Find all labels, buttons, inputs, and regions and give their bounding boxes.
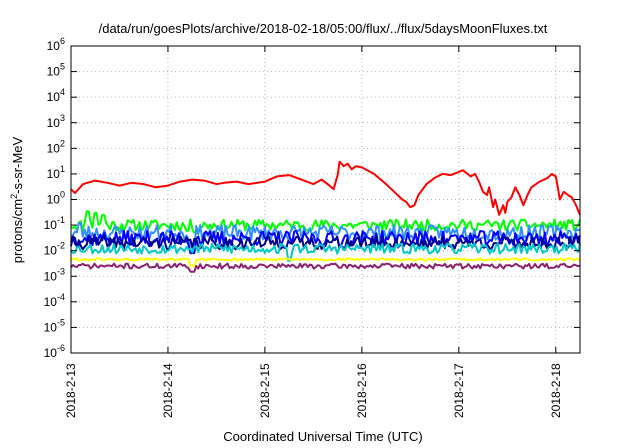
x-tick-label: 2018-2-16 xyxy=(355,363,369,418)
y-tick-label: 10-5 xyxy=(44,317,65,334)
y-tick-label: 105 xyxy=(47,62,65,79)
y-tick-label: 101 xyxy=(47,164,65,181)
y-tick-labels: 10-6 10-5 10-4 10-3 10-2 10-1 100 101 102 103 104 1… xyxy=(44,36,65,360)
x-axis-label: Coordinated Universal Time (UTC) xyxy=(223,429,422,444)
series-line-8 xyxy=(70,262,581,273)
y-axis-label-base: protons/cm xyxy=(10,199,25,263)
series-line-1 xyxy=(70,160,581,216)
x-tick-label: 2018-2-13 xyxy=(64,363,78,418)
y-tick-label: 10-4 xyxy=(44,292,65,309)
y-tick-label: 102 xyxy=(47,138,65,155)
series-line-6 xyxy=(70,242,581,262)
y-tick-label: 106 xyxy=(47,36,65,53)
series-line-7 xyxy=(70,257,581,268)
y-tick-label: 100 xyxy=(47,190,65,207)
y-tick-label: 10-3 xyxy=(44,266,65,283)
series-line-3 xyxy=(70,222,581,252)
y-tick-label: 10-2 xyxy=(44,241,65,258)
x-tick-label: 2018-2-15 xyxy=(258,363,272,418)
y-axis-label-rest: -s-sr-MeV xyxy=(10,136,25,193)
x-tick-label: 2018-2-18 xyxy=(549,363,563,418)
grid-lines xyxy=(70,46,580,353)
series-lines xyxy=(70,160,581,273)
y-tick-label: 104 xyxy=(47,87,65,104)
series-line-2 xyxy=(70,210,581,234)
axis-ticks xyxy=(70,45,580,354)
y-axis-label-sup: 2 xyxy=(9,194,19,199)
y-tick-label: 10-1 xyxy=(44,215,65,232)
x-tick-label: 2018-2-14 xyxy=(161,363,175,418)
x-tick-labels: 2018-2-13 2018-2-14 2018-2-15 2018-2-16 2018… xyxy=(64,363,563,418)
y-tick-label: 103 xyxy=(47,113,65,130)
series-line-5 xyxy=(70,235,581,251)
y-axis-label: protons/cm2-s-sr-MeV xyxy=(9,136,25,263)
chart-title: /data/run/goesPlots/archive/2018-02-18/0… xyxy=(99,21,548,36)
x-tick-label: 2018-2-17 xyxy=(452,363,466,418)
y-tick-label: 10-6 xyxy=(44,343,65,360)
